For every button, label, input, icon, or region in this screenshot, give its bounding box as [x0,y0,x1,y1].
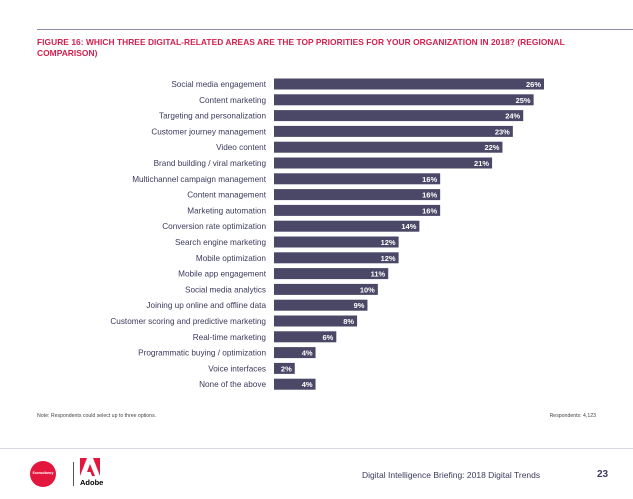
category-label: Mobile optimization [196,254,267,263]
econsultancy-logo-text: Econsultancy [32,471,54,476]
bar-value-label: 2% [281,364,292,373]
category-label: Marketing automation [187,206,266,215]
bar [274,268,389,280]
category-label: None of the above [199,380,266,389]
bar-value-label: 10% [360,285,375,294]
respondents-note: Note: Respondents could select up to thr… [37,413,157,419]
category-label: Content marketing [199,96,266,105]
adobe-logo-icon [80,458,100,476]
bar-value-label: 6% [322,333,333,342]
bar [274,125,513,137]
bar-value-label: 23% [495,127,510,136]
bar [274,173,441,185]
bar-value-label: 12% [381,238,396,247]
category-label: Mobile app engagement [178,270,267,279]
bar-value-label: 25% [516,96,531,105]
bar [274,110,524,122]
bar-value-label: 16% [422,191,437,200]
bar-value-label: 11% [371,270,386,279]
bar-value-label: 4% [302,380,313,389]
respondents-count: Respondents: 4,123 [549,413,596,419]
bar [274,94,534,106]
bar [274,157,493,169]
figure-title: FIGURE 16: WHICH THREE DIGITAL-RELATED A… [37,37,565,58]
bar [274,78,544,90]
adobe-logo-text: Adobe [80,478,104,487]
category-label: Social media engagement [171,80,266,89]
bar [274,141,503,153]
bar-value-label: 26% [526,80,541,89]
page-number: 23 [597,469,609,480]
category-label: Search engine marketing [175,238,266,247]
bar [274,331,337,343]
bar [274,236,399,248]
bar [274,378,316,390]
category-label: Joining up online and offline data [146,301,266,310]
bar-value-label: 12% [381,254,396,263]
category-label: Real-time marketing [193,333,267,342]
bar-value-label: 9% [354,301,365,310]
bar [274,204,441,216]
footer-divider [0,448,633,449]
bar-chart: Social media engagement 26% Content market… [110,78,544,390]
category-label: Customer scoring and predictive marketin… [110,317,266,326]
bar-value-label: 4% [302,349,313,358]
bar [274,347,316,359]
category-label: Multichannel campaign management [132,175,267,184]
bar [274,189,441,201]
category-label: Brand building / viral marketing [154,159,267,168]
category-label: Conversion rate optimization [162,222,266,231]
top-divider [37,29,633,30]
category-label: Social media analytics [185,285,266,294]
bar [274,362,295,374]
logo-divider [73,462,74,486]
bar [274,220,420,232]
bar [274,299,368,311]
report-title: Digital Intelligence Briefing: 2018 Digi… [362,470,541,480]
bar-value-label: 16% [422,175,437,184]
category-label: Programmatic buying / optimization [138,349,266,358]
category-label: Customer journey management [151,127,266,136]
bar-value-label: 21% [474,159,489,168]
bar [274,315,358,327]
bar-value-label: 8% [343,317,354,326]
bar-value-label: 24% [505,112,520,121]
bar-value-label: 22% [484,143,499,152]
bar [274,283,378,295]
bar-value-label: 14% [401,222,416,231]
category-label: Voice interfaces [208,364,266,373]
category-label: Video content [216,143,267,152]
econsultancy-logo: Econsultancy [30,461,56,487]
bar-value-label: 16% [422,206,437,215]
category-label: Targeting and personalization [159,112,266,121]
category-label: Content management [187,191,266,200]
bar [274,252,399,264]
